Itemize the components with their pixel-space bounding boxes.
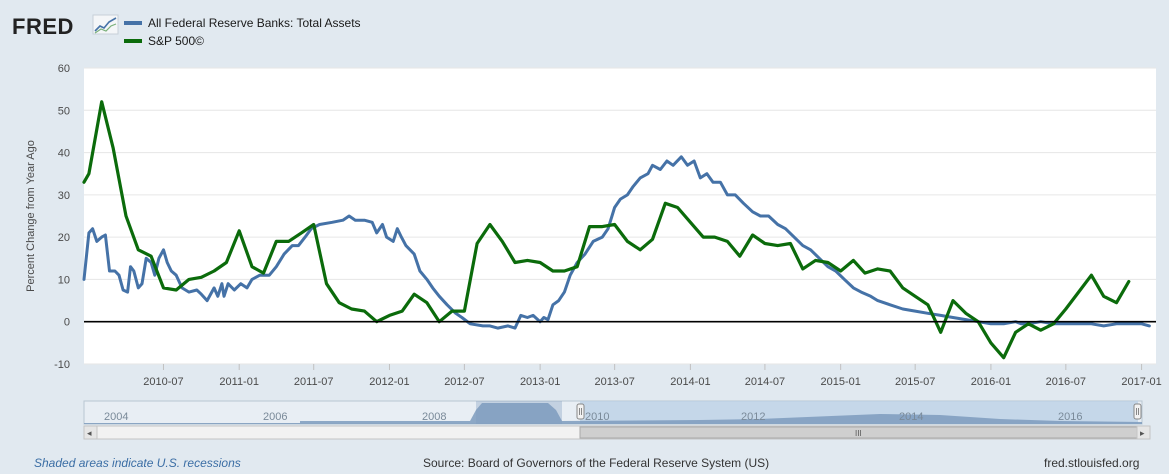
legend-label-sp500: S&P 500© — [148, 34, 204, 48]
x-tick-label: 2014-01 — [670, 376, 710, 388]
y-axis-ticks: -10 0 10 20 30 40 50 60 — [54, 63, 70, 371]
x-tick-label: 2012-07 — [444, 376, 484, 388]
x-tick-label: 2015-07 — [895, 376, 935, 388]
navigator-year-2006: 2006 — [263, 411, 287, 423]
recession-note: Shaded areas indicate U.S. recessions — [34, 456, 241, 470]
y-tick-label: 10 — [58, 274, 70, 286]
legend-item-total-assets[interactable]: All Federal Reserve Banks: Total Assets — [124, 16, 361, 30]
scrollbar-left-button[interactable] — [83, 425, 98, 440]
series-line-total-assets[interactable] — [82, 155, 1151, 330]
x-tick-label: 2011-01 — [219, 376, 259, 388]
x-tick-label: 2013-07 — [594, 376, 634, 388]
legend-item-sp500[interactable]: S&P 500© — [124, 34, 204, 48]
series-line-sp500[interactable] — [82, 100, 1131, 360]
x-tick-label: 2013-01 — [520, 376, 560, 388]
navigator-mini-series — [84, 403, 1142, 424]
navigator-year-2016: 2016 — [1058, 411, 1082, 423]
navigator-right-handle[interactable] — [1133, 403, 1142, 420]
scroll-right-arrow-icon: ▸ — [1140, 428, 1145, 438]
range-navigator[interactable]: 2004 2006 2008 2010 2012 2014 2016 — [83, 400, 1143, 425]
y-tick-label: 30 — [58, 190, 70, 202]
x-tick-label: 2010-07 — [143, 376, 183, 388]
y-axis-label: Percent Change from Year Ago — [25, 140, 37, 292]
x-tick-label: 2015-01 — [820, 376, 860, 388]
range-scrollbar[interactable]: ◂ III ▸ — [83, 425, 1151, 440]
y-tick-label: 20 — [58, 232, 70, 244]
y-tick-label: 60 — [58, 63, 70, 75]
scrollbar-grip-icon: III — [855, 429, 862, 438]
y-tick-label: -10 — [54, 359, 70, 371]
navigator-year-2004: 2004 — [104, 411, 128, 423]
fred-logo[interactable]: FRED — [12, 14, 74, 39]
chart-legend: All Federal Reserve Banks: Total Assets … — [124, 16, 361, 48]
x-tick-label: 2016-07 — [1046, 376, 1086, 388]
x-tick-label: 2012-01 — [369, 376, 409, 388]
x-tick-label: 2016-01 — [971, 376, 1011, 388]
scroll-left-arrow-icon: ◂ — [87, 428, 92, 438]
navigator-selected-range[interactable] — [580, 401, 1138, 424]
series-lines — [82, 100, 1151, 360]
x-tick-label: 2014-07 — [745, 376, 785, 388]
grid-lines — [84, 67, 1156, 365]
navigator-year-2014: 2014 — [899, 411, 923, 423]
y-tick-label: 40 — [58, 148, 70, 160]
trend-line-icon — [92, 14, 119, 35]
navigator-year-2010: 2010 — [585, 411, 609, 423]
scrollbar-right-button[interactable] — [1136, 425, 1151, 440]
x-axis-ticks: 2010-07 2011-01 2011-07 2012-01 2012-07 2013-… — [143, 364, 1162, 388]
x-tick-label: 2017-01 — [1121, 376, 1161, 388]
navigator-year-2008: 2008 — [422, 411, 446, 423]
y-tick-label: 50 — [58, 105, 70, 117]
source-note: Source: Board of Governors of the Federa… — [423, 456, 769, 470]
navigator-left-handle[interactable] — [576, 403, 585, 420]
y-tick-label: 0 — [64, 317, 70, 329]
legend-label-total-assets: All Federal Reserve Banks: Total Assets — [148, 16, 361, 30]
x-tick-label: 2011-07 — [294, 376, 334, 388]
fred-url[interactable]: fred.stlouisfed.org — [1044, 456, 1139, 470]
legend-swatch-sp500 — [124, 39, 142, 43]
legend-swatch-total-assets — [124, 21, 142, 25]
plot-area — [84, 68, 1156, 364]
navigator-recession-shade — [476, 401, 562, 424]
navigator-year-2012: 2012 — [741, 411, 765, 423]
